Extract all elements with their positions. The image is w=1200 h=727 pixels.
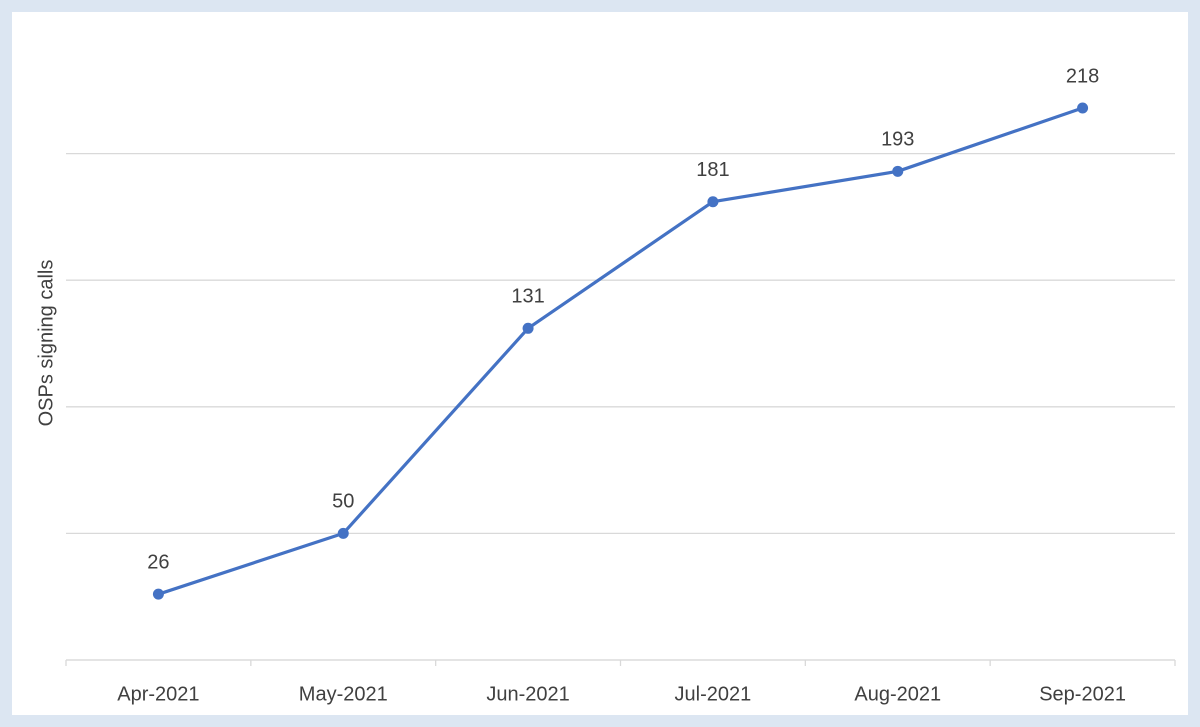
point [337, 527, 349, 539]
line [157, 106, 1084, 596]
data-label: 26 [147, 551, 169, 573]
data-label: 131 [511, 286, 544, 308]
point [522, 322, 534, 334]
x-tick-label: Jul-2021 [675, 683, 752, 705]
data-label: 50 [332, 491, 354, 513]
point [1077, 102, 1089, 114]
chart-area [12, 12, 1188, 715]
point [707, 196, 719, 208]
y-axis-title: OSPs signing calls [35, 260, 57, 427]
x-tick-label: May-2021 [299, 683, 388, 705]
data-label: 218 [1066, 65, 1099, 87]
data-label: 193 [881, 129, 914, 151]
x-tick-label: Apr-2021 [117, 683, 199, 705]
x-tick-label: Aug-2021 [854, 683, 941, 705]
point [152, 588, 164, 600]
data-label: 181 [696, 159, 729, 181]
x-tick-label: Sep-2021 [1039, 683, 1126, 705]
x-tick-label: Jun-2021 [486, 683, 569, 705]
point [892, 165, 904, 177]
